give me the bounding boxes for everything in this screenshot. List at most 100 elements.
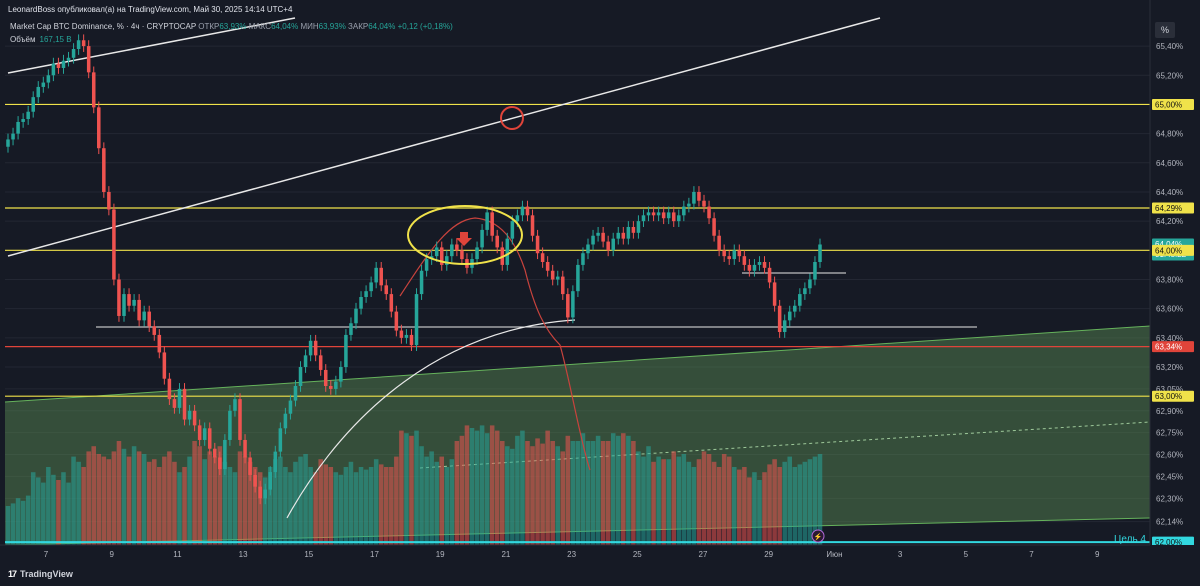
volume-bar <box>333 472 339 545</box>
time-tick-label: 27 <box>699 550 708 559</box>
time-tick-label: 21 <box>501 550 510 559</box>
time-tick-label: 11 <box>173 550 182 559</box>
candle-body <box>182 388 187 420</box>
candle-body <box>313 340 318 356</box>
volume-bar <box>575 441 581 545</box>
candle-body <box>6 139 10 147</box>
price-label-text: 65,00% <box>1155 100 1182 109</box>
volume-bar <box>787 456 793 545</box>
candle-body <box>334 381 338 389</box>
percent-scale-button[interactable]: % <box>1155 22 1175 38</box>
candle-body <box>520 206 525 216</box>
volume-bar <box>136 451 142 545</box>
volume-bar <box>41 482 46 545</box>
candle-body <box>767 267 772 283</box>
price-tick-label: 64,40% <box>1156 188 1183 197</box>
volume-bar <box>752 472 757 545</box>
volume-bar <box>353 472 359 545</box>
volume-bar <box>167 451 172 545</box>
candle-body <box>596 232 600 236</box>
volume-bar <box>267 467 273 545</box>
volume-bar <box>368 467 374 545</box>
candle-body <box>490 212 494 236</box>
price-label-text: 63,00% <box>1155 392 1182 401</box>
candle-body <box>323 369 328 386</box>
publisher-line: LeonardBoss опубликовал(а) на TradingVie… <box>8 5 293 14</box>
candle-body <box>692 191 696 204</box>
volume-bar <box>772 459 777 545</box>
candle-body <box>374 267 378 283</box>
volume-bar <box>257 472 263 545</box>
volume-bar <box>202 459 207 545</box>
volume-bar <box>580 433 586 545</box>
candle-body <box>177 388 182 408</box>
price-tick-label: 62,60% <box>1156 451 1183 460</box>
volume-bar <box>444 467 450 545</box>
candle-body <box>258 486 262 499</box>
price-label-text: 63,34% <box>1155 343 1182 352</box>
volume-bar <box>404 433 409 545</box>
volume-bar <box>767 464 772 545</box>
candle-body <box>122 294 126 316</box>
candle-body <box>243 439 247 458</box>
candle-body <box>298 367 303 386</box>
volume-bar <box>777 467 782 545</box>
volume-bar <box>207 451 213 545</box>
volume-bar <box>308 467 313 545</box>
volume-bar <box>666 459 671 545</box>
volume-bar <box>484 433 490 545</box>
volume-bar <box>5 506 11 545</box>
candle-body <box>576 264 580 292</box>
volume-bar <box>348 461 354 545</box>
volume-bar <box>590 441 596 545</box>
candle-body <box>318 355 323 370</box>
candle-body <box>707 206 711 219</box>
volume-bar <box>247 461 253 545</box>
volume-bar <box>338 474 344 545</box>
candle-body <box>102 148 106 192</box>
candle-body <box>167 378 172 400</box>
volume-bar <box>757 480 762 545</box>
candle-body <box>515 215 520 222</box>
volume-bar <box>288 472 293 545</box>
support-curve <box>286 319 576 519</box>
volume-bar <box>661 459 666 545</box>
candle-body <box>682 206 686 216</box>
candle-body <box>555 276 560 280</box>
candle-body <box>238 399 242 440</box>
volume-bar <box>782 461 787 545</box>
volume-bar <box>131 446 137 545</box>
volume-bar <box>439 456 445 545</box>
volume-bar <box>530 446 535 545</box>
time-tick-label: 7 <box>1029 550 1034 559</box>
candle-body <box>288 400 293 414</box>
volume-bar <box>30 472 36 545</box>
candle-body <box>757 261 762 265</box>
candle-body <box>187 410 192 420</box>
time-tick-label: 7 <box>44 550 49 559</box>
volume-bar <box>419 446 424 545</box>
candle-body <box>480 229 484 248</box>
highlight-ellipse <box>407 205 523 265</box>
volume-bar <box>706 454 712 545</box>
candle-body <box>772 282 777 306</box>
candle-body <box>384 285 389 295</box>
volume-bar <box>560 451 566 545</box>
candle-body <box>404 334 409 338</box>
candle-body <box>16 121 20 134</box>
high-label: МАКС <box>248 22 272 31</box>
candle-body <box>646 212 651 216</box>
close-value: 64,04% <box>368 22 396 31</box>
candle-body <box>278 428 283 452</box>
candle-body <box>747 264 752 271</box>
candle-body <box>550 270 555 280</box>
volume-bar <box>373 459 379 545</box>
projection-curve <box>399 217 591 471</box>
candle-body <box>434 247 439 257</box>
volume-bar <box>731 467 737 545</box>
price-axis <box>1150 0 1200 586</box>
candle-body <box>127 294 131 306</box>
volume-bar <box>318 459 323 545</box>
price-label-badge <box>1152 390 1194 402</box>
